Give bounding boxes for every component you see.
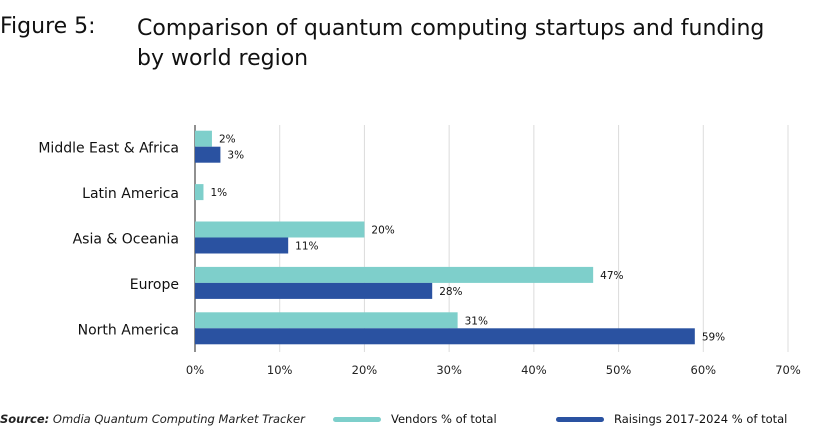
x-tick-label: 40%: [521, 363, 547, 377]
x-tick-label: 0%: [186, 363, 204, 377]
legend-label-vendors: Vendors % of total: [391, 412, 497, 426]
bar-chart: 0% 10% 20% 30% 40% 50% 60% 70% Middle East & Afr…: [38, 125, 801, 377]
source-text: Omdia Quantum Computing Market Tracker: [52, 412, 305, 426]
x-tick-label: 50%: [606, 363, 632, 377]
bar-vendors: [195, 266, 594, 283]
category-label: North America: [78, 322, 179, 338]
legend-item-vendors: Vendors % of total: [333, 412, 497, 426]
legend-swatch-raisings: [556, 416, 604, 422]
legend-item-raisings: Raisings 2017-2024 % of total: [556, 412, 787, 426]
legend-label-raisings: Raisings 2017-2024 % of total: [614, 412, 788, 426]
data-label: 11%: [295, 241, 318, 253]
data-label: 59%: [702, 331, 725, 343]
data-label: 20%: [371, 225, 394, 237]
bar-vendors: [195, 221, 365, 238]
data-label: 3%: [227, 150, 244, 162]
figure-label: Figure 5:: [0, 14, 96, 39]
bar-vendors: [195, 130, 212, 147]
x-tick-label: 60%: [691, 363, 717, 377]
category-label: Latin America: [82, 186, 179, 202]
bar-raisings: [195, 328, 695, 345]
bar-raisings: [195, 282, 433, 299]
bar-raisings: [195, 146, 221, 163]
bar-vendors: [195, 312, 458, 329]
x-tick-label: 10%: [267, 363, 293, 377]
source-prefix: Source:: [0, 412, 50, 426]
x-tick-label: 20%: [352, 363, 378, 377]
bar-raisings: [195, 237, 289, 254]
data-label: 47%: [600, 270, 623, 282]
bar-vendors: [195, 184, 204, 201]
category-label: Asia & Oceania: [73, 232, 179, 248]
category-label: Middle East & Africa: [38, 141, 179, 157]
data-label: 2%: [219, 134, 236, 146]
x-tick-label: 30%: [436, 363, 462, 377]
chart-title: Comparison of quantum computing startups…: [137, 16, 765, 71]
legend-swatch-vendors: [333, 416, 381, 422]
source-note: Source: Omdia Quantum Computing Market T…: [0, 412, 305, 426]
x-tick-label: 70%: [775, 363, 801, 377]
category-label: Europe: [130, 277, 179, 293]
data-label: 28%: [439, 286, 462, 298]
data-label: 31%: [465, 315, 488, 327]
data-label: 1%: [210, 187, 227, 199]
